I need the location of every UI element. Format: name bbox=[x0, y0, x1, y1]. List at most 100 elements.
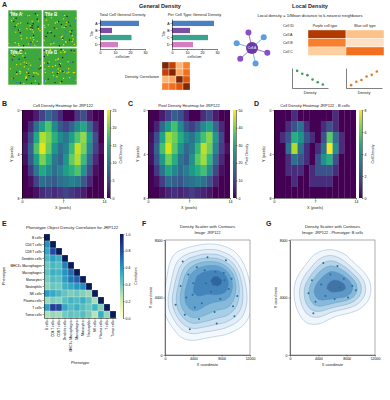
tile-dot bbox=[37, 14, 38, 15]
heatmap-cell bbox=[44, 234, 50, 241]
heatmap-cell bbox=[98, 132, 104, 143]
tile-dot bbox=[71, 30, 72, 31]
bar bbox=[100, 28, 112, 33]
tick: 8000 bbox=[343, 355, 351, 361]
tick-label: Monocytes bbox=[81, 320, 85, 336]
tick-label: D bbox=[167, 43, 170, 47]
heatmap-cell bbox=[160, 143, 166, 154]
point bbox=[182, 261, 184, 263]
heatmap-cell bbox=[162, 76, 169, 83]
tile-dot bbox=[25, 78, 26, 79]
tile-dot bbox=[27, 15, 28, 16]
tick-label: 0.2 bbox=[126, 300, 131, 304]
node bbox=[261, 34, 267, 40]
heatmap-cell bbox=[286, 187, 292, 198]
tick: MHCII+ Macrophages bbox=[10, 264, 44, 268]
tick-label: C bbox=[167, 36, 170, 40]
heatmap-cell bbox=[338, 121, 344, 132]
point bbox=[201, 302, 203, 304]
tick-label: 20 bbox=[239, 161, 243, 165]
axis-title: X (pixels) bbox=[307, 206, 324, 210]
tick-label: 0.6 bbox=[126, 266, 131, 270]
contour bbox=[180, 262, 236, 318]
tile-dot bbox=[25, 52, 26, 53]
point bbox=[351, 285, 353, 287]
heatmap-cell bbox=[218, 121, 224, 132]
heatmap-cell bbox=[309, 132, 315, 143]
heatmap-cell bbox=[189, 110, 195, 121]
tile-dot bbox=[26, 37, 27, 38]
tile-dot bbox=[33, 35, 34, 36]
tick: CD4 T cells bbox=[51, 318, 55, 337]
tick-mark bbox=[21, 110, 23, 111]
tick-mark bbox=[110, 163, 112, 164]
tile-dot bbox=[62, 39, 63, 40]
heatmap-cell bbox=[56, 290, 62, 297]
x-axis: 0714 bbox=[148, 198, 233, 204]
heatmap-cell bbox=[50, 276, 56, 283]
tick: 7 bbox=[315, 198, 317, 204]
tick-mark bbox=[43, 244, 45, 245]
tick-mark bbox=[362, 132, 364, 133]
heatmap-cell bbox=[207, 132, 213, 143]
heatmap-cell bbox=[57, 154, 63, 165]
axis-title: X coordinate bbox=[322, 363, 343, 367]
tile-dot bbox=[30, 42, 31, 43]
heatmap-cell bbox=[56, 304, 62, 311]
heatmap-cell bbox=[327, 187, 333, 198]
heatmap-cell bbox=[86, 121, 92, 132]
tick: A bbox=[95, 22, 100, 26]
tick: B cells bbox=[32, 236, 44, 240]
tick: 8000 bbox=[155, 239, 165, 243]
y-axis: 040008000 bbox=[280, 239, 291, 358]
heatmap-cell bbox=[44, 297, 50, 304]
heatmap-cell bbox=[195, 165, 201, 176]
tick-label: 8 bbox=[270, 197, 272, 201]
heatmap-cell bbox=[68, 297, 74, 304]
heatmap-cell bbox=[51, 176, 57, 187]
tick: 8 bbox=[144, 197, 148, 201]
heatmap-cell bbox=[34, 154, 40, 165]
x-axis: 04000800012000 bbox=[165, 355, 256, 361]
chart-subtitle: Image: JRP122 bbox=[194, 231, 220, 235]
heatmap-cell bbox=[45, 154, 51, 165]
heatmap-cell bbox=[86, 154, 92, 165]
tick-label: 4000 bbox=[315, 357, 323, 361]
heatmap-cell bbox=[50, 290, 56, 297]
colorbar bbox=[107, 110, 110, 198]
tile-dot bbox=[12, 59, 13, 60]
tick-mark bbox=[147, 154, 149, 155]
tick-label: CD4 T cells bbox=[51, 320, 55, 337]
tile-dot bbox=[74, 79, 75, 80]
heatmap-cell bbox=[166, 176, 172, 187]
tick-mark bbox=[164, 240, 166, 241]
heatmap-cell bbox=[68, 283, 74, 290]
heatmap-cell bbox=[40, 110, 46, 121]
point bbox=[180, 285, 182, 287]
tick-label: 0 bbox=[18, 109, 20, 113]
table-row-label: Cell C bbox=[283, 50, 293, 54]
heatmap-cell bbox=[148, 110, 154, 121]
tile-dot bbox=[38, 73, 39, 74]
scatter-chart: Density Scatter with ContoursImage: JRP1… bbox=[149, 224, 235, 367]
colorbar-label: Pixel Density bbox=[245, 143, 249, 164]
tile-dot bbox=[29, 62, 30, 63]
tile-dot bbox=[37, 19, 38, 20]
point bbox=[175, 304, 177, 306]
heatmap-cell bbox=[40, 165, 46, 176]
tick: 4000 bbox=[190, 355, 198, 361]
tick: 20 bbox=[110, 126, 116, 130]
heatmap-cell bbox=[74, 290, 80, 297]
node bbox=[253, 61, 259, 67]
contour bbox=[314, 272, 352, 301]
tick: 12000 bbox=[371, 355, 381, 361]
heatmap-cell bbox=[75, 154, 81, 165]
tick: 0 bbox=[22, 198, 24, 204]
tick: T cells bbox=[105, 318, 109, 330]
heatmap-cell bbox=[189, 176, 195, 187]
tile-dot bbox=[57, 73, 58, 74]
tile-dot bbox=[28, 73, 29, 74]
tick: B cells bbox=[45, 318, 49, 330]
tile-dot bbox=[14, 26, 15, 27]
tile-dot bbox=[62, 71, 63, 72]
